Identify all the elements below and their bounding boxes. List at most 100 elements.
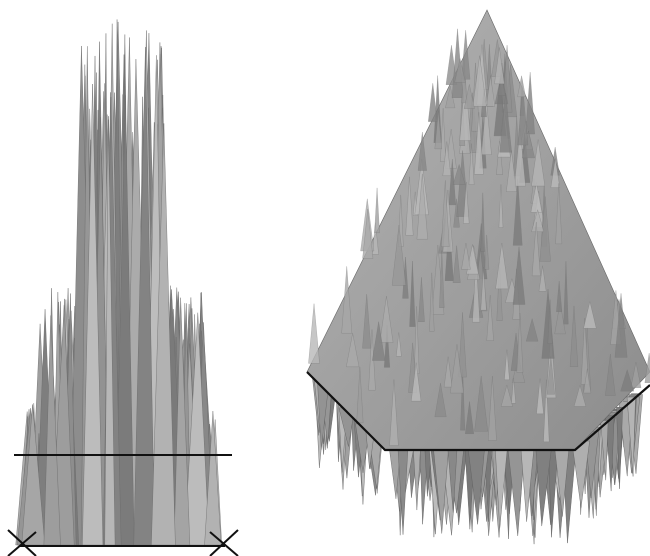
- hanging-spike: [616, 407, 623, 489]
- surface-ridge: [644, 353, 650, 383]
- surface-ridge: [411, 362, 422, 402]
- surface-ridge: [384, 325, 390, 368]
- hanging-spike: [600, 420, 609, 481]
- surface-ridge: [620, 369, 634, 392]
- surface-ridge: [569, 305, 579, 367]
- surface-ridge: [481, 99, 492, 155]
- surface-ridge: [443, 356, 453, 388]
- surface-ridge: [362, 209, 374, 259]
- surface-ridge: [465, 401, 474, 434]
- left-spike-surface: [15, 19, 222, 546]
- surface-ridge: [531, 139, 546, 187]
- surface-ridge: [556, 281, 563, 312]
- surface-ridge: [486, 75, 495, 107]
- surface-ridge: [480, 192, 486, 252]
- surface-ridge: [525, 72, 535, 135]
- surface-ridge: [496, 262, 503, 321]
- surface-ridge: [405, 176, 414, 236]
- surface-ridge: [605, 353, 616, 396]
- surface-ridge: [583, 368, 592, 394]
- surface-ridge: [472, 259, 481, 323]
- surface-ridge: [480, 267, 487, 311]
- surface-ridge: [546, 356, 555, 395]
- surface-ridge: [463, 181, 470, 224]
- surface-ridge: [418, 277, 425, 322]
- surface-ridge: [474, 112, 484, 175]
- surface-ridge: [463, 84, 475, 109]
- surface-ridge: [531, 221, 541, 277]
- surface-ridge: [580, 318, 589, 385]
- surface-ridge: [550, 158, 561, 188]
- surface-ridge: [517, 87, 529, 146]
- surface-ridge: [371, 222, 379, 255]
- surface-ridge: [531, 209, 545, 232]
- surface-ridge: [452, 163, 466, 185]
- surface-ridge: [416, 173, 428, 240]
- surface-ridge: [417, 132, 427, 171]
- surface-ridge: [409, 260, 416, 327]
- surface-ridge: [461, 30, 471, 80]
- surface-ridge: [495, 243, 509, 290]
- surface-ridge: [517, 75, 526, 97]
- surface-ridge: [458, 312, 467, 378]
- surface-ridge: [484, 234, 490, 270]
- surface-ridge: [554, 302, 566, 335]
- surface-ridge: [346, 333, 360, 368]
- surface-ridge: [499, 93, 512, 153]
- surface-ridge: [452, 245, 461, 283]
- surface-ridge: [512, 246, 526, 305]
- surface-ridge: [573, 384, 587, 407]
- surface-ridge: [379, 296, 394, 343]
- pyramid-base-edge: [306, 371, 650, 452]
- surface-ridge: [498, 184, 504, 228]
- surface-ridge: [497, 74, 506, 96]
- surface-ridge: [459, 78, 471, 141]
- surface-ridge: [504, 349, 510, 380]
- surface-ridge: [536, 378, 544, 414]
- hanging-spike: [626, 396, 636, 477]
- surface-ridge: [555, 183, 563, 245]
- surface-ridge: [454, 58, 466, 83]
- surface-ridge: [516, 313, 524, 373]
- surface-ridge: [441, 180, 450, 247]
- surface-ridge: [374, 187, 380, 233]
- surface-ridge: [429, 272, 435, 332]
- surface-ridge: [511, 377, 516, 404]
- surface-ridge: [583, 301, 597, 329]
- surface-ridge: [428, 83, 438, 122]
- surface-ridge: [538, 265, 547, 292]
- surface-ridge: [526, 318, 539, 342]
- surface-ridge: [434, 110, 442, 150]
- surface-ridge: [442, 141, 452, 176]
- surface-ridge: [614, 293, 628, 358]
- surface-ridge: [461, 242, 471, 270]
- surface-ridge: [496, 141, 503, 175]
- surface-ridge: [389, 379, 399, 446]
- surface-ridge: [472, 55, 487, 107]
- surface-ridge: [500, 384, 513, 407]
- surface-ridge: [512, 178, 523, 246]
- surface-ridge: [468, 143, 475, 185]
- surface-ridge: [308, 303, 320, 364]
- surface-ridge: [563, 261, 569, 325]
- surface-ridge: [450, 344, 464, 394]
- corner-cross: [7, 531, 37, 556]
- surface-ridge: [362, 294, 372, 349]
- surface-ridge: [630, 362, 642, 388]
- surface-ridge: [530, 182, 543, 213]
- surface-ridge: [543, 379, 550, 442]
- surface-ridge: [434, 383, 447, 417]
- surface-ridge: [460, 369, 466, 431]
- surface-ridge: [547, 299, 553, 344]
- surface-ridge: [506, 150, 517, 192]
- corner-cross: [209, 529, 239, 556]
- pyramid-ridges: [308, 28, 650, 446]
- surface-ridge: [356, 366, 364, 423]
- surface-ridge: [396, 332, 402, 357]
- surface-ridge: [494, 47, 505, 84]
- surface-ridge: [341, 266, 353, 334]
- surface-ridge: [439, 250, 445, 308]
- surface-ridge: [391, 225, 407, 286]
